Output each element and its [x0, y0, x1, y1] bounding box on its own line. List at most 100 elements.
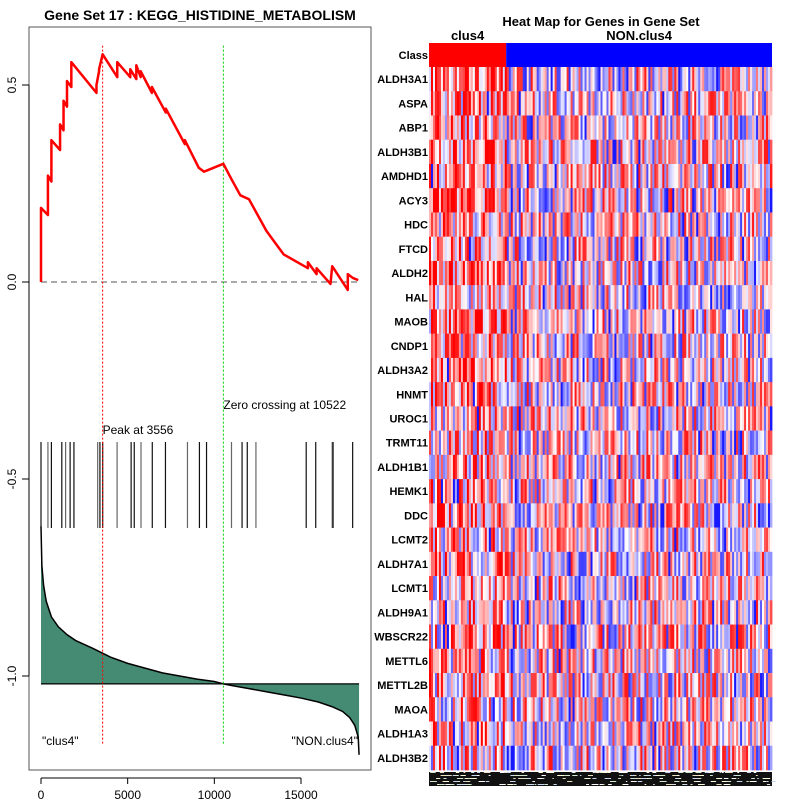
heatmap-cell: [494, 91, 498, 116]
heatmap-cell: [626, 576, 629, 601]
heatmap-cell: [514, 285, 518, 310]
heatmap-cell: [744, 454, 747, 480]
heatmap-cell: [680, 454, 683, 480]
heatmap-cell: [686, 163, 689, 189]
heatmap-cell: [634, 139, 637, 165]
heatmap-cell: [562, 260, 566, 286]
heatmap-cell: [524, 624, 528, 650]
heatmap-cell: [754, 624, 757, 650]
heatmap-cell: [770, 236, 773, 262]
heatmap-cell: [734, 357, 737, 383]
heatmap-cell: [534, 188, 538, 213]
heatmap-cell: [682, 91, 685, 116]
heatmap-cell: [616, 115, 619, 141]
heatmap-cell: [582, 454, 585, 480]
heatmap-cell: [690, 260, 693, 286]
heatmap-cell: [666, 576, 669, 601]
heatmap-cell: [488, 115, 492, 141]
heatmap-cell: [576, 212, 579, 237]
heatmap-cell: [480, 406, 484, 431]
heatmap-cell: [740, 91, 743, 116]
heatmap-cell: [768, 309, 771, 334]
heatmap-cell: [764, 285, 767, 310]
heatmap-cell: [616, 551, 619, 577]
heatmap-cell: [734, 163, 737, 189]
heatmap-cell: [744, 721, 747, 747]
heatmap-cell: [656, 697, 659, 722]
heatmap-cell: [656, 91, 659, 116]
heatmap-cell: [770, 576, 773, 601]
heatmap-cell: [524, 673, 528, 698]
heatmap-cell: [688, 479, 691, 504]
heatmap-cell: [436, 91, 440, 116]
heatmap-cell: [584, 382, 587, 407]
heatmap-cell: [710, 576, 713, 601]
heatmap-cell: [652, 503, 655, 528]
heatmap-cell: [752, 673, 755, 698]
heatmap-cell: [538, 551, 542, 577]
heatmap-cell: [440, 673, 444, 698]
heatmap-cell: [608, 139, 611, 165]
heatmap-cell: [686, 188, 689, 213]
heatmap-cell: [624, 91, 627, 116]
heatmap-cell: [690, 551, 693, 577]
heatmap-cell: [592, 333, 595, 359]
heatmap-cell: [606, 163, 609, 189]
heatmap-cell: [706, 454, 709, 480]
heatmap-cell: [588, 527, 591, 553]
heatmap-cell: [654, 648, 657, 674]
heatmap-cell: [614, 527, 617, 553]
heatmap-cell: [490, 382, 494, 407]
heatmap-cell: [714, 454, 717, 480]
heatmap-cell: [724, 139, 727, 165]
heatmap-cell: [430, 527, 434, 553]
heatmap-cell: [492, 624, 496, 650]
heatmap-cell: [642, 67, 645, 92]
heatmap-cell: [600, 309, 603, 334]
heatmap-cell: [498, 309, 502, 334]
heatmap-cell: [506, 503, 510, 528]
heatmap-cell: [554, 212, 558, 237]
heatmap-cell: [648, 406, 651, 431]
heatmap-cell: [546, 91, 550, 116]
heatmap-cell: [618, 115, 621, 141]
heatmap-cell: [616, 139, 619, 165]
heatmap-cell: [630, 624, 633, 650]
heatmap-cell: [520, 479, 524, 504]
heatmap-cell: [738, 479, 741, 504]
heatmap-cell: [574, 673, 577, 698]
heatmap-cell: [724, 479, 727, 504]
heatmap-cell: [694, 188, 697, 213]
heatmap-cell: [492, 551, 496, 577]
heatmap-cell: [460, 139, 464, 165]
heatmap-cell: [572, 309, 575, 334]
heatmap-cell: [722, 382, 725, 407]
heatmap-cell: [604, 188, 607, 213]
heatmap-cell: [652, 115, 655, 141]
heatmap-cell: [606, 382, 609, 407]
heatmap-cell: [644, 67, 647, 92]
heatmap-cell: [592, 503, 595, 528]
heatmap-cell: [558, 648, 562, 674]
heatmap-cell: [432, 285, 436, 310]
heatmap-cell: [740, 163, 743, 189]
heatmap-cell: [436, 382, 440, 407]
heatmap-cell: [622, 697, 625, 722]
heatmap-cell: [658, 236, 661, 262]
heatmap-cell: [690, 576, 693, 601]
heatmap-cell: [512, 454, 516, 480]
heatmap-cell: [690, 115, 693, 141]
heatmap-cell: [668, 67, 671, 92]
heatmap-cell: [514, 115, 518, 141]
heatmap-cell: [444, 600, 448, 625]
heatmap-cell: [694, 285, 697, 310]
heatmap-cell: [606, 309, 609, 334]
heatmap-cell: [604, 576, 607, 601]
heatmap-cell: [466, 309, 470, 334]
heatmap-cell: [666, 406, 669, 431]
heatmap-cell: [490, 212, 494, 237]
heatmap-cell: [614, 697, 617, 722]
heatmap-cell: [488, 479, 492, 504]
heatmap-cell: [676, 260, 679, 286]
heatmap-cell: [554, 406, 558, 431]
